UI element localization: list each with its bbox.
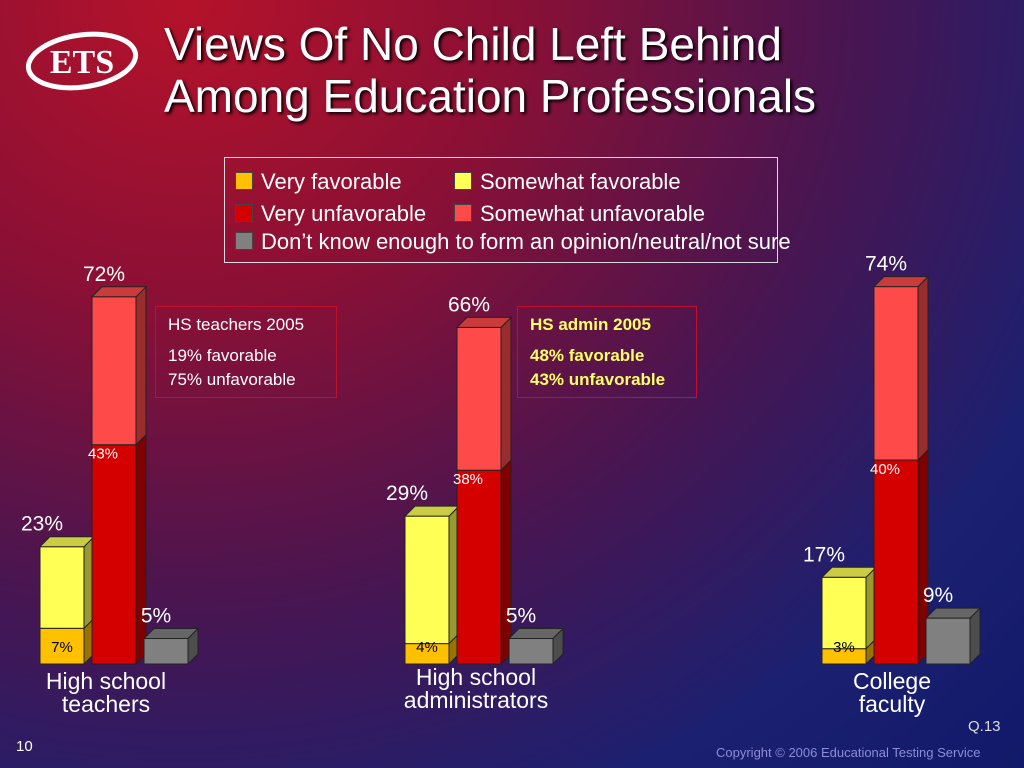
label-0-favorable-total: 23% <box>21 513 63 536</box>
label-1-dont-know: 5% <box>506 605 536 628</box>
bar-2-somewhat-unfavorable-side <box>917 275 929 462</box>
bar-2-somewhat-favorable <box>821 576 867 650</box>
callout-hs-teachers-unfavorable: 75% unfavorable <box>168 370 296 389</box>
callout-hs-admin-favorable: 48% favorable <box>530 346 645 365</box>
bar-0-unfavorable-top <box>90 286 148 298</box>
bar-0-favorable-top <box>38 536 96 548</box>
copyright-notice: Copyright © 2006 Educational Testing Ser… <box>716 745 981 760</box>
legend-swatch-dont-know <box>235 232 253 250</box>
legend-swatch-very-unfavorable <box>235 204 253 222</box>
legend-swatch-very-favorable <box>235 172 253 190</box>
bar-1-somewhat-unfavorable <box>456 326 502 471</box>
bar-1-somewhat-favorable <box>404 515 450 645</box>
callout-hs-admin-unfavorable: 43% unfavorable <box>530 370 666 389</box>
bar-2-somewhat-unfavorable <box>873 286 919 461</box>
label-1-unfavorable-total: 66% <box>448 293 490 316</box>
bar-0-very-unfavorable-side <box>135 433 147 666</box>
category-label-college-faculty: College faculty <box>853 668 931 717</box>
bar-1-very-unfavorable-side <box>500 458 512 666</box>
label-2-favorable-total: 17% <box>803 543 845 566</box>
bar-1-unfavorable-top <box>455 316 513 328</box>
label-1-favorable-total: 29% <box>386 482 428 505</box>
bar-2-dont-know <box>925 617 971 665</box>
label-0-very-unfavorable: 43% <box>88 446 118 463</box>
bar-1-favorable-top <box>403 505 461 517</box>
category-label-hs-administrators: High school administrators <box>403 664 549 713</box>
legend-item-somewhat-favorable: Somewhat favorable <box>454 170 681 194</box>
callout-hs-teachers-favorable: 19% favorable <box>168 346 277 365</box>
title-line-1: Views Of No Child Left Behind <box>164 18 782 70</box>
callout-hs-admin-2005: HS admin 2005 48% favorable 43% unfavora… <box>517 306 697 398</box>
legend-swatch-somewhat-favorable <box>454 172 472 190</box>
bar-1-very-unfavorable <box>456 469 502 665</box>
chart-legend: Very favorable Somewhat favorable Very u… <box>224 157 791 263</box>
bar-0-somewhat-unfavorable <box>91 296 137 446</box>
label-2-unfavorable-total: 74% <box>865 253 907 276</box>
category-label-hs-teachers: High school teachers <box>45 668 167 717</box>
legend-item-somewhat-unfavorable: Somewhat unfavorable <box>454 202 705 226</box>
legend-item-very-unfavorable: Very unfavorable <box>235 202 426 226</box>
callout-hs-teachers-heading: HS teachers 2005 <box>168 315 305 334</box>
callout-hs-admin-heading: HS admin 2005 <box>530 315 651 334</box>
bar-2-unfavorable-top <box>872 276 930 288</box>
label-0-dont-know: 5% <box>141 605 171 628</box>
callout-hs-teachers-2005: HS teachers 2005 19% favorable 75% unfav… <box>155 306 337 398</box>
bar-1-dont-know <box>508 638 554 665</box>
bar-2-favorable-top <box>820 566 878 578</box>
ets-logo: ETS <box>25 31 139 91</box>
logo-text: ETS <box>50 44 114 81</box>
legend-swatch-somewhat-unfavorable <box>454 204 472 222</box>
bar-1-dont-know-top <box>507 628 565 639</box>
bar-0-somewhat-favorable <box>39 546 85 629</box>
bar-0-very-favorable <box>39 627 85 665</box>
label-1-very-favorable: 4% <box>416 639 438 656</box>
question-reference: Q.13 <box>968 718 1001 735</box>
slide-title: Views Of No Child Left Behind Among Educ… <box>164 18 816 122</box>
label-2-very-favorable: 3% <box>833 639 855 656</box>
bar-0-somewhat-unfavorable-side <box>135 285 147 446</box>
label-1-very-unfavorable: 38% <box>453 471 483 488</box>
legend-item-dont-know: Don’t know enough to form an opinion/neu… <box>235 230 791 254</box>
bar-2-very-unfavorable <box>873 459 919 665</box>
label-0-very-favorable: 7% <box>51 639 73 656</box>
bar-0-very-unfavorable <box>91 444 137 665</box>
bar-1-somewhat-unfavorable-side <box>500 316 512 472</box>
slide-number: 10 <box>16 738 33 755</box>
bar-0-dont-know <box>143 638 189 665</box>
label-2-dont-know: 9% <box>923 584 953 607</box>
bar-2-dont-know-top <box>924 607 982 619</box>
label-2-very-unfavorable: 40% <box>870 461 900 478</box>
bar-0-dont-know-top <box>142 628 200 639</box>
label-0-unfavorable-total: 72% <box>83 263 125 286</box>
title-line-2: Among Education Professionals <box>164 70 817 122</box>
legend-item-very-favorable: Very favorable <box>235 170 402 194</box>
